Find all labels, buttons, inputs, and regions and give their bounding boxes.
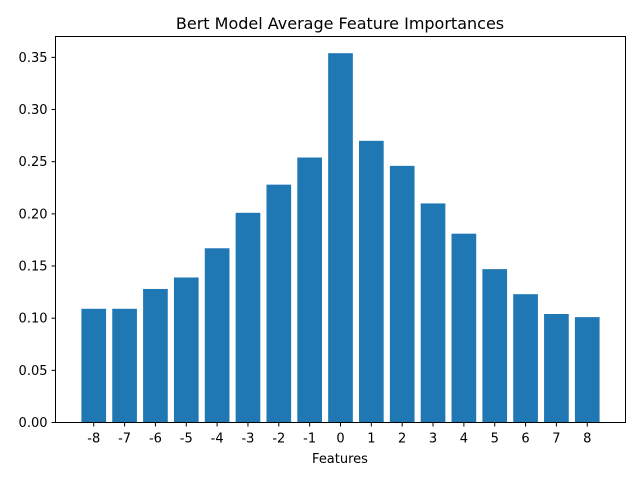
x-tick-label: 4 bbox=[460, 432, 468, 447]
bar-5 bbox=[482, 269, 508, 423]
bar-8 bbox=[574, 317, 600, 423]
x-tick-label: 2 bbox=[398, 432, 406, 447]
x-tick-label: 7 bbox=[552, 432, 560, 447]
bar--8 bbox=[81, 308, 107, 423]
bar-1 bbox=[359, 140, 384, 423]
y-tick-label: 0.30 bbox=[19, 103, 48, 118]
x-tick-label: 0 bbox=[336, 432, 344, 447]
x-tick-label: -8 bbox=[87, 432, 100, 447]
bar-0 bbox=[328, 53, 353, 423]
x-tick-label: -4 bbox=[211, 432, 224, 447]
bars bbox=[81, 53, 600, 423]
bar-2 bbox=[389, 165, 415, 423]
y-tick-label: 0.20 bbox=[19, 207, 48, 222]
bar-3 bbox=[420, 203, 446, 423]
x-tick-label: 6 bbox=[521, 432, 529, 447]
x-tick-label: -2 bbox=[272, 432, 285, 447]
bar--3 bbox=[235, 212, 261, 423]
x-tick-label: 8 bbox=[583, 432, 591, 447]
bar--2 bbox=[266, 184, 292, 423]
x-tick-label: 5 bbox=[491, 432, 499, 447]
y-tick-label: 0.05 bbox=[19, 364, 48, 379]
chart-title: Bert Model Average Feature Importances bbox=[176, 14, 504, 33]
x-tick-label: -7 bbox=[118, 432, 131, 447]
x-tick-label: -1 bbox=[303, 432, 316, 447]
bar--6 bbox=[143, 288, 168, 423]
bar-7 bbox=[544, 314, 569, 423]
x-tick-label: 3 bbox=[429, 432, 437, 447]
y-tick-label: 0.25 bbox=[19, 155, 48, 170]
bar-4 bbox=[451, 233, 477, 423]
x-axis-label: Features bbox=[312, 452, 368, 467]
y-tick-label: 0.15 bbox=[19, 260, 48, 275]
bar--1 bbox=[297, 157, 322, 423]
y-tick-label: 0.00 bbox=[19, 416, 48, 431]
bar--4 bbox=[204, 248, 230, 423]
y-tick-label: 0.10 bbox=[19, 312, 48, 327]
y-tick-label: 0.35 bbox=[19, 51, 48, 66]
bar--7 bbox=[112, 308, 137, 423]
y-axis-ticks: 0.00 0.05 0.10 0.15 0.20 0.25 0.30 0.35 bbox=[19, 51, 56, 431]
bar--5 bbox=[173, 277, 199, 423]
plot-frame bbox=[55, 36, 626, 423]
x-tick-label: 1 bbox=[367, 432, 375, 447]
bar-6 bbox=[513, 294, 538, 423]
x-axis-ticks: -8 -7 -6 -5 -4 -3 -2 -1 0 1 2 3 4 5 6 7 8 bbox=[87, 422, 591, 447]
x-tick-label: -5 bbox=[180, 432, 193, 447]
x-tick-label: -6 bbox=[149, 432, 162, 447]
x-tick-label: -3 bbox=[241, 432, 254, 447]
